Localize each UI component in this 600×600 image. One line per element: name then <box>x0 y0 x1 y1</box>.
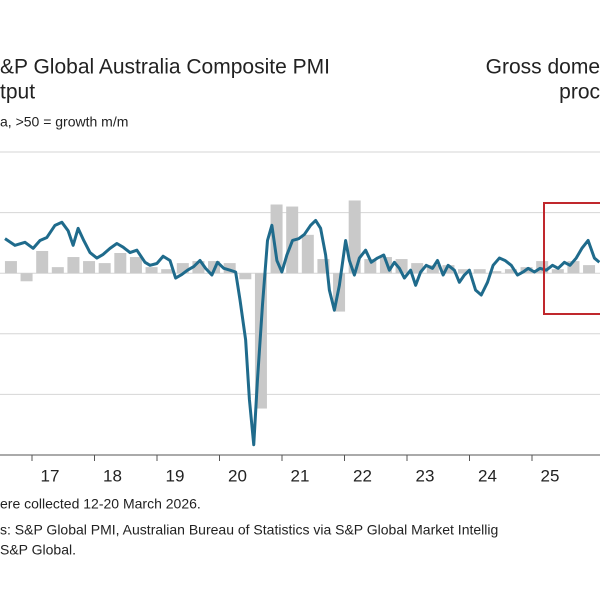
bar <box>4 261 17 274</box>
x-tick-label: 21 <box>291 466 310 485</box>
bar <box>442 265 455 274</box>
line <box>4 218 600 447</box>
bar <box>145 267 158 274</box>
bar <box>551 269 564 274</box>
chart-subtitle: a, >50 = growth m/m <box>0 114 128 130</box>
bar <box>411 263 424 274</box>
note: s: S&P Global PMI, Australian Bureau of … <box>0 522 498 538</box>
bar <box>161 269 174 274</box>
bar <box>20 273 33 282</box>
x-tick-label: 18 <box>103 466 122 485</box>
chart-title: tput <box>0 81 35 104</box>
x-tick-label: 20 <box>228 466 247 485</box>
note: ere collected 12-20 March 2026. <box>0 496 201 512</box>
bar <box>51 267 64 274</box>
bar <box>114 253 127 274</box>
plot-area: 17 18 19 20 21 22 23 24 25 <box>0 151 600 485</box>
bar <box>583 265 596 274</box>
x-tick-label: 22 <box>353 466 372 485</box>
highlight-box <box>543 202 600 315</box>
right-title: Gross dome <box>486 56 600 79</box>
bar <box>348 200 361 274</box>
chart-title: &P Global Australia Composite PMI <box>0 56 330 79</box>
x-tick-label: 25 <box>541 466 560 485</box>
bar <box>489 271 502 274</box>
x-tick-label: 19 <box>166 466 185 485</box>
bar <box>504 269 517 274</box>
bar <box>223 263 236 274</box>
bar <box>270 204 283 274</box>
bar <box>473 269 486 274</box>
x-tick-label: 17 <box>41 466 60 485</box>
right-title: proc <box>559 81 600 104</box>
bar <box>67 257 80 274</box>
bar <box>98 263 111 274</box>
bar <box>83 261 96 274</box>
x-tick-label: 24 <box>478 466 497 485</box>
bar <box>301 234 314 274</box>
bar <box>458 269 471 274</box>
bar <box>176 263 189 274</box>
bar <box>36 250 49 274</box>
bar <box>129 257 142 274</box>
note: S&P Global. <box>0 542 76 558</box>
bar <box>239 273 252 280</box>
x-tick-label: 23 <box>416 466 435 485</box>
